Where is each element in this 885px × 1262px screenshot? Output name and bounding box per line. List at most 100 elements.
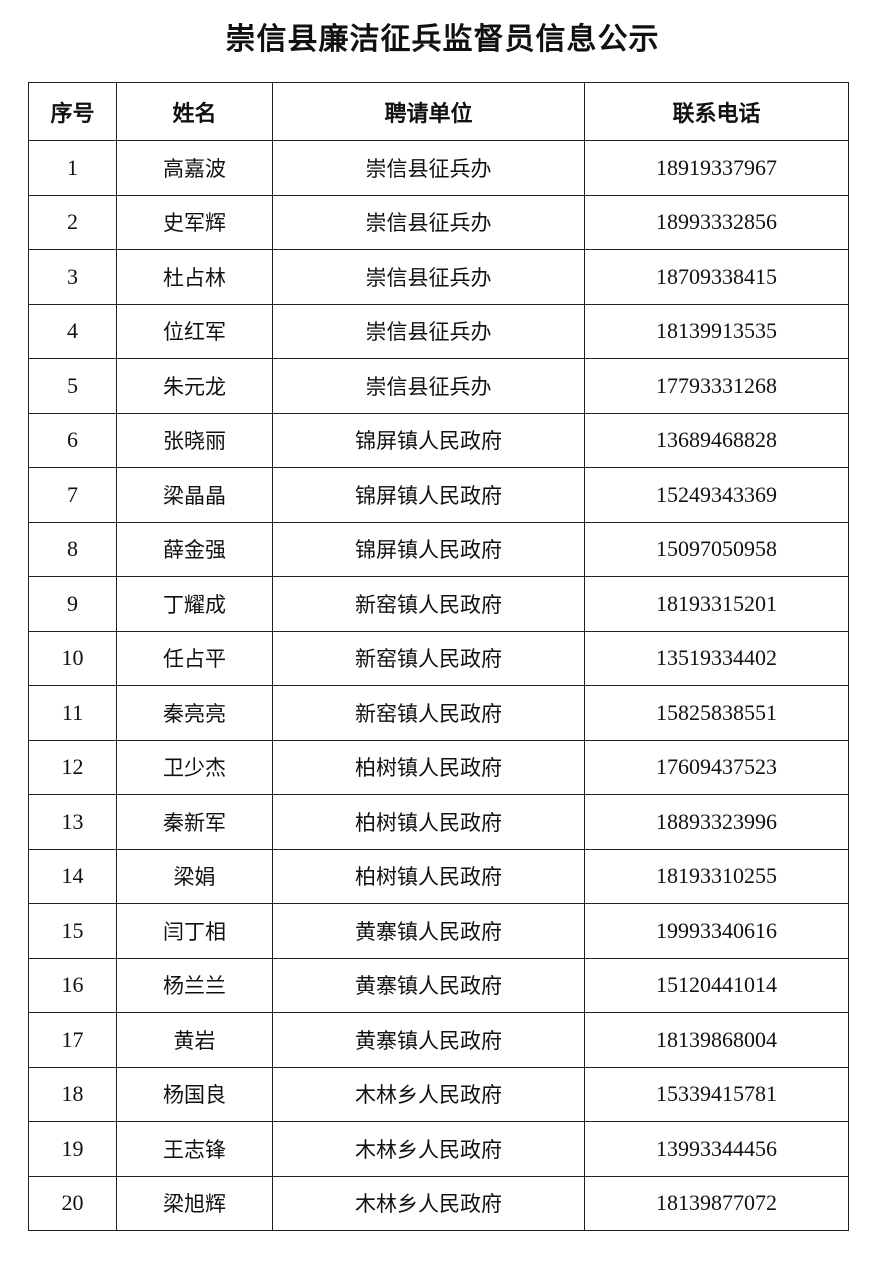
table-row: 2 史军辉 崇信县征兵办 18993332856: [28, 194, 849, 250]
header-seq: 序号: [28, 82, 117, 141]
cell-seq: 10: [28, 630, 117, 686]
cell-phone: 15097050958: [584, 521, 849, 577]
cell-phone: 17609437523: [584, 739, 849, 795]
cell-name: 张晓丽: [116, 412, 273, 468]
table-row: 10 任占平 新窑镇人民政府 13519334402: [28, 630, 849, 686]
cell-phone: 17793331268: [584, 358, 849, 414]
cell-phone: 15825838551: [584, 685, 849, 741]
cell-name: 秦新军: [116, 794, 273, 850]
table-row: 15 闫丁相 黄寨镇人民政府 19993340616: [28, 903, 849, 959]
cell-seq: 7: [28, 467, 117, 523]
cell-unit: 柏树镇人民政府: [272, 794, 585, 850]
cell-name: 秦亮亮: [116, 685, 273, 741]
cell-unit: 木林乡人民政府: [272, 1175, 585, 1231]
cell-name: 丁耀成: [116, 576, 273, 632]
cell-seq: 16: [28, 957, 117, 1013]
header-phone: 联系电话: [584, 82, 849, 141]
cell-phone: 19993340616: [584, 903, 849, 959]
cell-seq: 5: [28, 358, 117, 414]
table-row: 5 朱元龙 崇信县征兵办 17793331268: [28, 358, 849, 414]
cell-unit: 崇信县征兵办: [272, 249, 585, 305]
cell-unit: 柏树镇人民政府: [272, 739, 585, 795]
cell-name: 卫少杰: [116, 739, 273, 795]
table-header-row: 序号 姓名 聘请单位 联系电话: [28, 82, 849, 141]
cell-seq: 15: [28, 903, 117, 959]
cell-unit: 崇信县征兵办: [272, 194, 585, 250]
cell-unit: 新窑镇人民政府: [272, 685, 585, 741]
cell-phone: 18139877072: [584, 1175, 849, 1231]
cell-unit: 崇信县征兵办: [272, 303, 585, 359]
cell-phone: 13519334402: [584, 630, 849, 686]
cell-seq: 3: [28, 249, 117, 305]
cell-seq: 18: [28, 1066, 117, 1122]
cell-name: 梁旭辉: [116, 1175, 273, 1231]
cell-unit: 锦屏镇人民政府: [272, 521, 585, 577]
cell-unit: 崇信县征兵办: [272, 358, 585, 414]
cell-name: 高嘉波: [116, 140, 273, 196]
table-row: 1 高嘉波 崇信县征兵办 18919337967: [28, 140, 849, 196]
cell-phone: 18709338415: [584, 249, 849, 305]
cell-name: 位红军: [116, 303, 273, 359]
cell-name: 任占平: [116, 630, 273, 686]
cell-name: 杨国良: [116, 1066, 273, 1122]
table-row: 19 王志锋 木林乡人民政府 13993344456: [28, 1121, 849, 1177]
cell-seq: 19: [28, 1121, 117, 1177]
cell-unit: 木林乡人民政府: [272, 1121, 585, 1177]
cell-phone: 18139913535: [584, 303, 849, 359]
cell-phone: 13993344456: [584, 1121, 849, 1177]
cell-seq: 4: [28, 303, 117, 359]
table-row: 20 梁旭辉 木林乡人民政府 18139877072: [28, 1175, 849, 1231]
table-row: 17 黄岩 黄寨镇人民政府 18139868004: [28, 1012, 849, 1068]
cell-seq: 9: [28, 576, 117, 632]
cell-phone: 18193315201: [584, 576, 849, 632]
cell-name: 杨兰兰: [116, 957, 273, 1013]
page-title: 崇信县廉洁征兵监督员信息公示: [225, 22, 660, 57]
header-unit: 聘请单位: [272, 82, 585, 141]
cell-name: 黄岩: [116, 1012, 273, 1068]
cell-unit: 木林乡人民政府: [272, 1066, 585, 1122]
cell-unit: 黄寨镇人民政府: [272, 903, 585, 959]
table-row: 14 梁娟 柏树镇人民政府 18193310255: [28, 848, 849, 904]
cell-unit: 黄寨镇人民政府: [272, 1012, 585, 1068]
cell-phone: 15249343369: [584, 467, 849, 523]
cell-phone: 15339415781: [584, 1066, 849, 1122]
cell-unit: 锦屏镇人民政府: [272, 467, 585, 523]
cell-seq: 11: [28, 685, 117, 741]
cell-phone: 18993332856: [584, 194, 849, 250]
header-name: 姓名: [116, 82, 273, 141]
supervisor-table: 序号 姓名 聘请单位 联系电话 1 高嘉波 崇信县征兵办 18919337967 2 史军…: [28, 82, 849, 1231]
table-row: 7 梁晶晶 锦屏镇人民政府 15249343369: [28, 467, 849, 523]
cell-seq: 13: [28, 794, 117, 850]
cell-phone: 13689468828: [584, 412, 849, 468]
table-row: 18 杨国良 木林乡人民政府 15339415781: [28, 1066, 849, 1122]
cell-name: 史军辉: [116, 194, 273, 250]
cell-unit: 新窑镇人民政府: [272, 576, 585, 632]
cell-phone: 15120441014: [584, 957, 849, 1013]
cell-unit: 锦屏镇人民政府: [272, 412, 585, 468]
cell-seq: 1: [28, 140, 117, 196]
cell-unit: 崇信县征兵办: [272, 140, 585, 196]
cell-seq: 2: [28, 194, 117, 250]
cell-name: 梁娟: [116, 848, 273, 904]
cell-phone: 18919337967: [584, 140, 849, 196]
table-row: 16 杨兰兰 黄寨镇人民政府 15120441014: [28, 957, 849, 1013]
cell-name: 梁晶晶: [116, 467, 273, 523]
cell-seq: 20: [28, 1175, 117, 1231]
cell-phone: 18893323996: [584, 794, 849, 850]
cell-phone: 18193310255: [584, 848, 849, 904]
cell-seq: 12: [28, 739, 117, 795]
cell-name: 朱元龙: [116, 358, 273, 414]
table-row: 9 丁耀成 新窑镇人民政府 18193315201: [28, 576, 849, 632]
table-row: 12 卫少杰 柏树镇人民政府 17609437523: [28, 739, 849, 795]
cell-seq: 6: [28, 412, 117, 468]
cell-unit: 黄寨镇人民政府: [272, 957, 585, 1013]
cell-seq: 17: [28, 1012, 117, 1068]
cell-seq: 14: [28, 848, 117, 904]
cell-name: 闫丁相: [116, 903, 273, 959]
cell-name: 王志锋: [116, 1121, 273, 1177]
cell-name: 薛金强: [116, 521, 273, 577]
table-row: 11 秦亮亮 新窑镇人民政府 15825838551: [28, 685, 849, 741]
cell-seq: 8: [28, 521, 117, 577]
table-row: 8 薛金强 锦屏镇人民政府 15097050958: [28, 521, 849, 577]
table-row: 4 位红军 崇信县征兵办 18139913535: [28, 303, 849, 359]
